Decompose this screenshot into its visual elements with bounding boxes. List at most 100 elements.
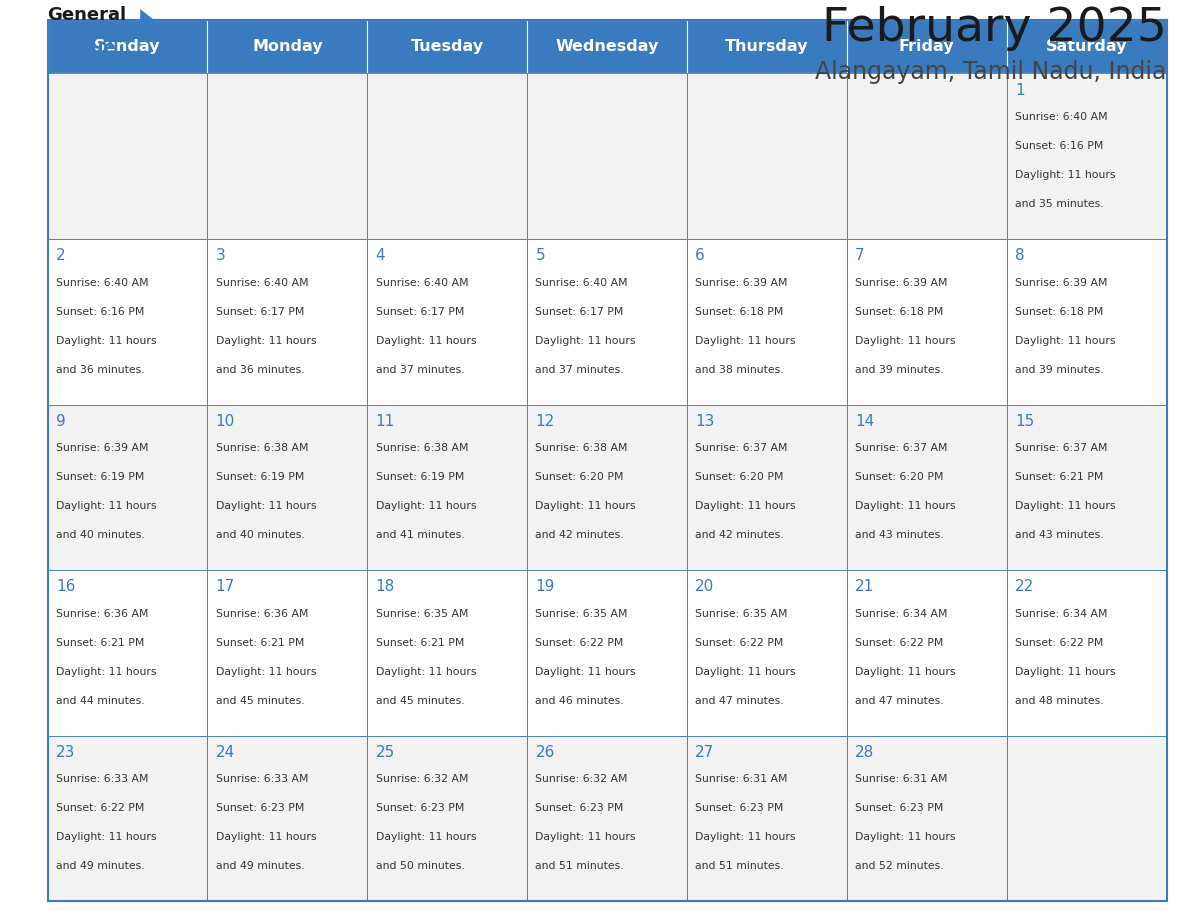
Text: Daylight: 11 hours: Daylight: 11 hours	[695, 666, 796, 677]
Text: and 40 minutes.: and 40 minutes.	[56, 531, 145, 540]
Text: General: General	[48, 6, 127, 25]
Text: Daylight: 11 hours: Daylight: 11 hours	[855, 666, 955, 677]
Text: Sunset: 6:16 PM: Sunset: 6:16 PM	[1015, 141, 1104, 151]
Text: Sunset: 6:17 PM: Sunset: 6:17 PM	[375, 307, 465, 317]
Text: Wednesday: Wednesday	[555, 39, 659, 54]
Text: 2: 2	[56, 248, 65, 263]
FancyBboxPatch shape	[1006, 405, 1167, 570]
FancyBboxPatch shape	[847, 239, 1006, 405]
FancyBboxPatch shape	[1006, 239, 1167, 405]
Text: Sunrise: 6:37 AM: Sunrise: 6:37 AM	[1015, 443, 1107, 453]
FancyBboxPatch shape	[847, 736, 1006, 901]
FancyBboxPatch shape	[847, 73, 1006, 239]
Text: Sunset: 6:16 PM: Sunset: 6:16 PM	[56, 307, 144, 317]
Text: Sunrise: 6:32 AM: Sunrise: 6:32 AM	[536, 775, 628, 784]
FancyBboxPatch shape	[1006, 736, 1167, 901]
Text: and 39 minutes.: and 39 minutes.	[1015, 364, 1104, 375]
Text: Daylight: 11 hours: Daylight: 11 hours	[1015, 666, 1116, 677]
FancyBboxPatch shape	[208, 405, 367, 570]
Text: 4: 4	[375, 248, 385, 263]
Text: Sunset: 6:19 PM: Sunset: 6:19 PM	[375, 472, 465, 482]
FancyBboxPatch shape	[687, 405, 847, 570]
Text: Sunset: 6:19 PM: Sunset: 6:19 PM	[56, 472, 144, 482]
Text: 20: 20	[695, 579, 714, 595]
Text: and 42 minutes.: and 42 minutes.	[536, 531, 624, 540]
Text: Daylight: 11 hours: Daylight: 11 hours	[855, 336, 955, 345]
Text: 28: 28	[855, 745, 874, 760]
FancyBboxPatch shape	[48, 736, 208, 901]
Text: Sunrise: 6:38 AM: Sunrise: 6:38 AM	[216, 443, 308, 453]
Text: Daylight: 11 hours: Daylight: 11 hours	[695, 833, 796, 843]
Text: and 43 minutes.: and 43 minutes.	[1015, 531, 1104, 540]
Text: 13: 13	[695, 414, 715, 429]
Text: Sunset: 6:21 PM: Sunset: 6:21 PM	[216, 638, 304, 648]
Text: Daylight: 11 hours: Daylight: 11 hours	[536, 501, 636, 511]
FancyBboxPatch shape	[1006, 73, 1167, 239]
FancyBboxPatch shape	[527, 405, 687, 570]
Text: Daylight: 11 hours: Daylight: 11 hours	[56, 666, 157, 677]
Text: and 51 minutes.: and 51 minutes.	[536, 861, 624, 871]
FancyBboxPatch shape	[208, 73, 367, 239]
Text: Blue: Blue	[71, 39, 116, 58]
Text: Sunset: 6:17 PM: Sunset: 6:17 PM	[536, 307, 624, 317]
Text: Daylight: 11 hours: Daylight: 11 hours	[216, 501, 316, 511]
Text: 22: 22	[1015, 579, 1035, 595]
Text: 14: 14	[855, 414, 874, 429]
FancyBboxPatch shape	[367, 239, 527, 405]
Text: and 47 minutes.: and 47 minutes.	[695, 696, 784, 706]
FancyBboxPatch shape	[208, 20, 367, 73]
FancyBboxPatch shape	[687, 73, 847, 239]
FancyBboxPatch shape	[48, 73, 208, 239]
Text: Sunrise: 6:31 AM: Sunrise: 6:31 AM	[855, 775, 948, 784]
Text: Daylight: 11 hours: Daylight: 11 hours	[56, 833, 157, 843]
Text: Daylight: 11 hours: Daylight: 11 hours	[695, 336, 796, 345]
FancyBboxPatch shape	[527, 239, 687, 405]
FancyBboxPatch shape	[1006, 20, 1167, 73]
FancyBboxPatch shape	[687, 736, 847, 901]
Text: and 40 minutes.: and 40 minutes.	[216, 531, 304, 540]
Text: Sunset: 6:23 PM: Sunset: 6:23 PM	[536, 803, 624, 813]
Text: Alangayam, Tamil Nadu, India: Alangayam, Tamil Nadu, India	[815, 60, 1167, 84]
Text: Sunset: 6:21 PM: Sunset: 6:21 PM	[375, 638, 465, 648]
Text: Sunset: 6:23 PM: Sunset: 6:23 PM	[216, 803, 304, 813]
Text: and 48 minutes.: and 48 minutes.	[1015, 696, 1104, 706]
Text: Sunrise: 6:40 AM: Sunrise: 6:40 AM	[1015, 112, 1107, 122]
Text: Daylight: 11 hours: Daylight: 11 hours	[1015, 501, 1116, 511]
Text: and 36 minutes.: and 36 minutes.	[56, 364, 145, 375]
Text: Sunset: 6:23 PM: Sunset: 6:23 PM	[375, 803, 465, 813]
Text: Daylight: 11 hours: Daylight: 11 hours	[216, 666, 316, 677]
Text: 26: 26	[536, 745, 555, 760]
Text: Daylight: 11 hours: Daylight: 11 hours	[375, 336, 476, 345]
Text: 24: 24	[216, 745, 235, 760]
Text: and 38 minutes.: and 38 minutes.	[695, 364, 784, 375]
Text: Sunset: 6:22 PM: Sunset: 6:22 PM	[1015, 638, 1104, 648]
Text: 11: 11	[375, 414, 394, 429]
FancyBboxPatch shape	[527, 570, 687, 736]
FancyBboxPatch shape	[847, 405, 1006, 570]
Text: Sunrise: 6:39 AM: Sunrise: 6:39 AM	[855, 277, 948, 287]
FancyBboxPatch shape	[847, 570, 1006, 736]
Text: Daylight: 11 hours: Daylight: 11 hours	[855, 501, 955, 511]
Text: Sunrise: 6:38 AM: Sunrise: 6:38 AM	[375, 443, 468, 453]
Text: Sunset: 6:22 PM: Sunset: 6:22 PM	[695, 638, 784, 648]
Text: 23: 23	[56, 745, 75, 760]
Text: 9: 9	[56, 414, 65, 429]
Text: and 50 minutes.: and 50 minutes.	[375, 861, 465, 871]
Text: Sunset: 6:18 PM: Sunset: 6:18 PM	[1015, 307, 1104, 317]
Text: Sunset: 6:22 PM: Sunset: 6:22 PM	[855, 638, 943, 648]
Text: Saturday: Saturday	[1045, 39, 1127, 54]
Text: Daylight: 11 hours: Daylight: 11 hours	[695, 501, 796, 511]
FancyBboxPatch shape	[367, 570, 527, 736]
Text: Sunset: 6:18 PM: Sunset: 6:18 PM	[695, 307, 784, 317]
Text: Daylight: 11 hours: Daylight: 11 hours	[1015, 170, 1116, 180]
FancyBboxPatch shape	[48, 405, 208, 570]
Text: Sunrise: 6:38 AM: Sunrise: 6:38 AM	[536, 443, 628, 453]
FancyBboxPatch shape	[367, 405, 527, 570]
Text: 18: 18	[375, 579, 394, 595]
Text: 7: 7	[855, 248, 865, 263]
Text: February 2025: February 2025	[822, 6, 1167, 51]
FancyBboxPatch shape	[367, 736, 527, 901]
Text: Daylight: 11 hours: Daylight: 11 hours	[1015, 336, 1116, 345]
Text: 21: 21	[855, 579, 874, 595]
FancyBboxPatch shape	[367, 73, 527, 239]
